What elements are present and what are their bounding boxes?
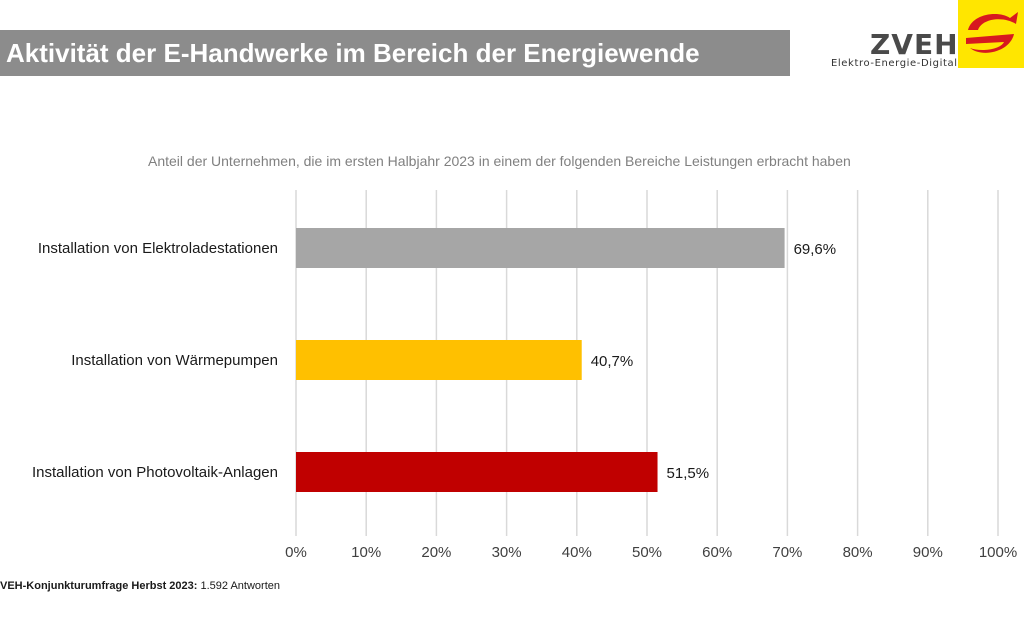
- source-detail: 1.592 Antworten: [197, 580, 280, 592]
- value-label: 51,5%: [667, 465, 710, 482]
- x-tick-label: 80%: [843, 544, 873, 561]
- bar: [296, 452, 658, 492]
- bar: [296, 340, 582, 380]
- source-footnote: VEH-Konjunkturumfrage Herbst 2023: 1.592…: [0, 580, 280, 592]
- logo-box: [958, 0, 1024, 68]
- value-label: 69,6%: [794, 241, 837, 258]
- x-tick-label: 20%: [421, 544, 451, 561]
- category-label: Installation von Wärmepumpen: [71, 352, 278, 369]
- x-tick-label: 50%: [632, 544, 662, 561]
- logo-name: ZVEH: [870, 28, 959, 61]
- page-title: Aktivität der E-Handwerke im Bereich der…: [6, 38, 700, 68]
- bar: [296, 228, 785, 268]
- x-tick-label: 90%: [913, 544, 943, 561]
- category-label: Installation von Photovoltaik-Anlagen: [32, 464, 278, 481]
- chart-subtitle: Anteil der Unternehmen, die im ersten Ha…: [148, 153, 851, 169]
- logo-tagline: Elektro-Energie-Digital: [831, 58, 958, 69]
- x-tick-label: 40%: [562, 544, 592, 561]
- x-tick-label: 70%: [772, 544, 802, 561]
- value-label: 40,7%: [591, 353, 634, 370]
- x-tick-label: 10%: [351, 544, 381, 561]
- x-tick-label: 100%: [979, 544, 1017, 561]
- source-label: VEH-Konjunkturumfrage Herbst 2023:: [0, 580, 198, 592]
- category-label: Installation von Elektroladestationen: [38, 240, 278, 257]
- title-bar: Aktivität der E-Handwerke im Bereich der…: [0, 30, 790, 76]
- e-mark-icon: [966, 12, 1018, 53]
- x-tick-label: 30%: [492, 544, 522, 561]
- x-tick-label: 60%: [702, 544, 732, 561]
- x-tick-label: 0%: [285, 544, 307, 561]
